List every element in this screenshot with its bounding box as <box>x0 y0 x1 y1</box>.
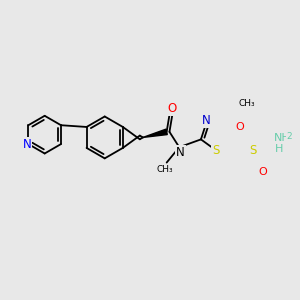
Text: CH₃: CH₃ <box>156 165 173 174</box>
Text: 2: 2 <box>286 132 292 141</box>
Text: S: S <box>249 144 256 157</box>
Text: O: O <box>168 102 177 115</box>
Text: O: O <box>236 122 244 132</box>
Text: NH: NH <box>273 133 290 143</box>
Text: N: N <box>176 146 185 159</box>
Text: CH₃: CH₃ <box>238 99 255 108</box>
Polygon shape <box>143 129 167 137</box>
Text: O: O <box>258 167 267 176</box>
Text: N: N <box>22 138 31 151</box>
Text: N: N <box>202 114 211 127</box>
Text: S: S <box>212 143 219 157</box>
Text: H: H <box>275 144 283 154</box>
